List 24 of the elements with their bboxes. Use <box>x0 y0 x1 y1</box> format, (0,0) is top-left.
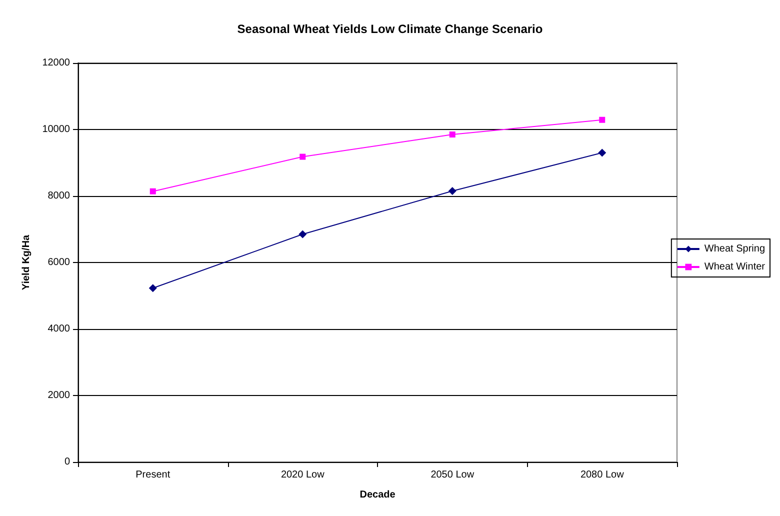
point <box>449 131 456 138</box>
y-tick-label: 10000 <box>42 124 70 135</box>
y-tick-label: 8000 <box>48 190 70 202</box>
legend-label: Wheat Spring <box>704 244 766 254</box>
y-tick-label: 6000 <box>48 257 70 268</box>
y-axis-title: Yield Kg/Ha <box>20 234 32 290</box>
y-tick-label: 2000 <box>48 390 70 401</box>
point <box>599 116 606 123</box>
point <box>300 154 306 160</box>
point <box>150 188 156 194</box>
y-tick-label: 0 <box>64 456 70 468</box>
y-tick-label: 4000 <box>48 324 70 334</box>
x-tick-label: 2050 Low <box>430 470 475 480</box>
chart-title: Seasonal Wheat Yields Low Climate Change Scenario <box>237 22 543 36</box>
legend-label: Wheat Winter <box>704 262 766 272</box>
point <box>598 148 606 157</box>
point <box>148 284 157 292</box>
x-tick-label: Present <box>136 470 170 480</box>
x-tick-label: 2020 Low <box>280 470 326 480</box>
x-axis-title: Decade <box>360 490 396 500</box>
y-tick-label: 12000 <box>42 58 70 68</box>
x-tick-label: 2080 Low <box>580 470 625 480</box>
point <box>298 230 307 238</box>
point <box>448 187 456 196</box>
